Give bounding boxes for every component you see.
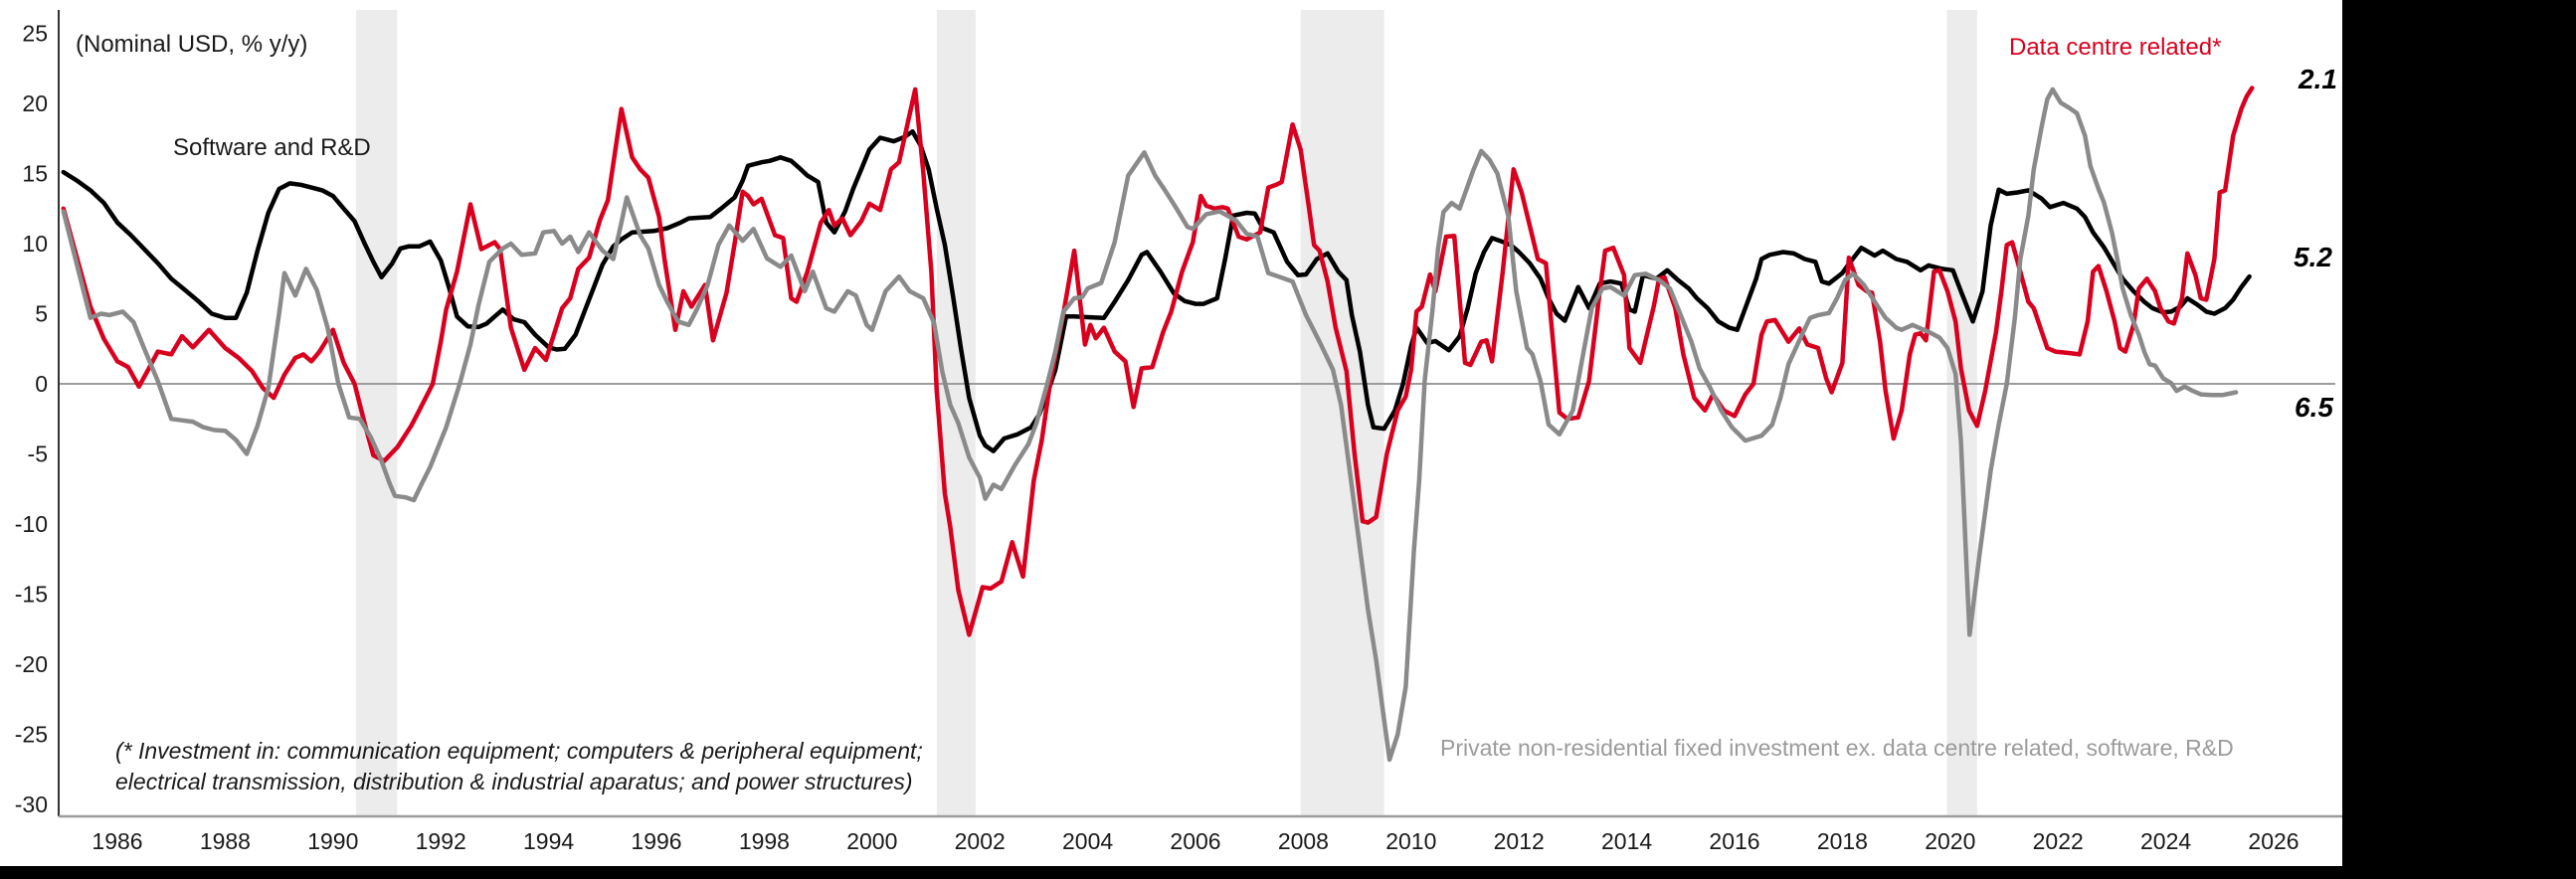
y-tick-label: -10: [15, 511, 48, 537]
x-tick-label: 1994: [523, 828, 574, 854]
series-label-data-centre: Data centre related*: [2009, 34, 2222, 61]
y-tick-label: 5: [35, 301, 48, 327]
x-tick-label: 2008: [1278, 828, 1329, 854]
x-tick-label: 2016: [1709, 828, 1759, 854]
y-tick-label: -25: [15, 722, 48, 748]
series-label-software-rd: Software and R&D: [173, 134, 371, 161]
x-tick-label: 2014: [1601, 828, 1652, 854]
y-tick-label: 25: [22, 21, 48, 47]
y-tick-label: -15: [15, 582, 48, 608]
x-tick-label: 2022: [2033, 828, 2084, 854]
x-tick-label: 1986: [92, 828, 142, 854]
bottom-black-bar: [0, 866, 2576, 879]
x-tick-label: 2004: [1062, 828, 1113, 854]
x-tick-label: 2018: [1817, 828, 1868, 854]
x-tick-label: 2010: [1385, 828, 1436, 854]
footnote: (* Investment in: communication equipmen…: [115, 736, 923, 797]
footnote-line-2: electrical transmission, distribution & …: [115, 769, 913, 794]
end-value-label-software-rd: 5.2: [2294, 242, 2332, 272]
x-tick-label: 2000: [846, 828, 897, 854]
x-tick-label: 2020: [1925, 828, 1975, 854]
y-tick-label: -5: [28, 441, 48, 467]
x-tick-label: 2006: [1170, 828, 1220, 854]
y-tick-label: 0: [35, 371, 48, 397]
end-value-label-private-nonres: 6.5: [2295, 392, 2333, 423]
y-tick-label: 20: [22, 90, 48, 116]
footnote-line-1: (* Investment in: communication equipmen…: [115, 738, 923, 764]
axis-units-note: (Nominal USD, % y/y): [76, 31, 308, 58]
x-tick-label: 2012: [1494, 828, 1545, 854]
x-tick-label: 1998: [739, 828, 790, 854]
series-line-data-centre: [61, 86, 2255, 637]
y-tick-label: 15: [22, 161, 48, 187]
series-label-private-nonres: Private non-residential fixed investment…: [1440, 735, 2234, 761]
y-tick-label: -30: [15, 791, 48, 817]
x-tick-label: 1988: [200, 828, 251, 854]
series-line-private-nonres: [61, 87, 2239, 763]
x-tick-label: 1992: [416, 828, 466, 854]
x-tick-label: 2024: [2140, 828, 2191, 854]
x-tick-label: 1990: [307, 828, 358, 854]
x-tick-label: 1996: [631, 828, 681, 854]
end-value-label-data-centre: 2.1: [2299, 64, 2337, 94]
x-tick-label: 2026: [2248, 828, 2299, 854]
right-black-panel: [2342, 0, 2576, 879]
x-tick-label: 2002: [955, 828, 1006, 854]
y-tick-label: 10: [22, 231, 48, 257]
y-tick-label: -20: [15, 651, 48, 677]
